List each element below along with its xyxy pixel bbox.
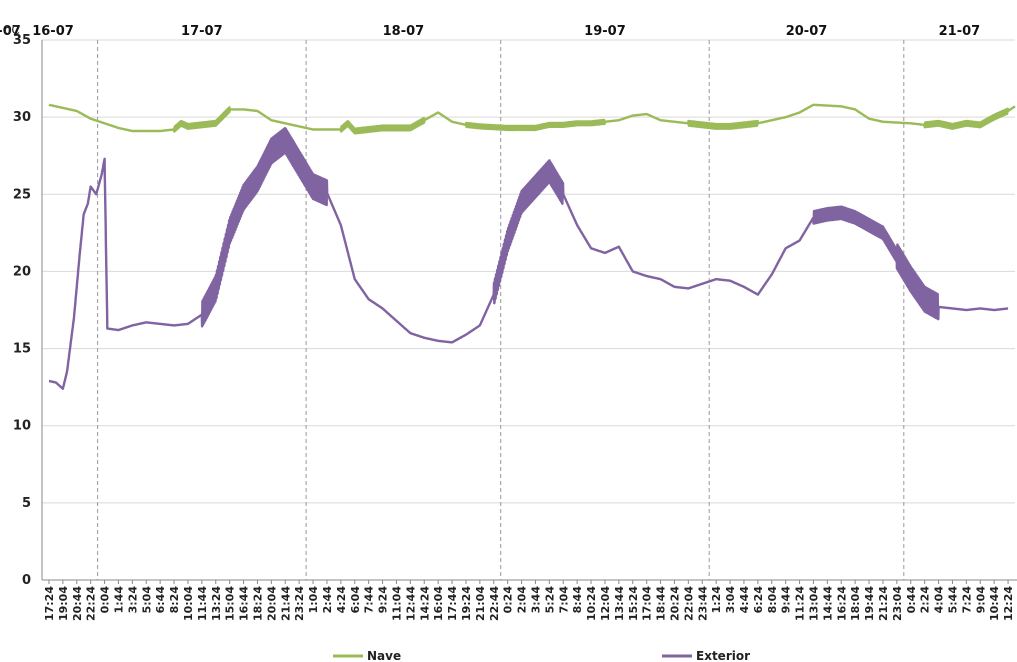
x-tick-label: 2:44 <box>321 586 334 614</box>
x-tick-label: 23:24 <box>293 586 306 621</box>
x-tick-label: 22:44 <box>488 586 501 621</box>
y-axis-unit: oC <box>4 23 20 37</box>
day-labels: 16-07 17-07 18-07 19-07 20-07 21-07 22-07 <box>0 24 980 39</box>
x-tick-label: 8:04 <box>766 586 779 614</box>
x-tick-label: 16:04 <box>432 586 445 621</box>
day-label: 18-07 <box>383 24 425 39</box>
x-tick-label: 8:24 <box>168 586 181 614</box>
x-tick-label: 11:44 <box>196 586 209 621</box>
y-tick-label: 30 <box>13 110 31 125</box>
y-tick-label: 35 <box>13 33 31 48</box>
x-tick-label: 6:44 <box>154 586 167 614</box>
x-tick-label: 20:44 <box>71 586 84 621</box>
x-tick-label: 16:24 <box>835 586 848 621</box>
x-tick-label: 8:44 <box>571 586 584 614</box>
x-tick-label: 3:44 <box>529 586 542 614</box>
x-tick-label: 20:24 <box>668 586 681 621</box>
x-tick-label: 5:24 <box>543 586 556 614</box>
x-tick-label: 11:04 <box>390 586 403 621</box>
x-tick-label: 17:44 <box>446 586 459 621</box>
x-tick-label: 22:04 <box>682 586 695 621</box>
day-label: 21-07 <box>939 24 981 39</box>
x-tick-label: 5:44 <box>946 586 959 614</box>
x-tick-label: 6:24 <box>752 586 765 614</box>
x-tick-label: 15:04 <box>224 586 237 621</box>
legend-label: Exterior <box>696 649 750 662</box>
x-tick-label: 12:04 <box>599 586 612 621</box>
grid <box>42 39 1015 504</box>
day-label: 22-07 <box>0 24 21 39</box>
x-tick-label: 17:24 <box>43 586 56 621</box>
day-label: 19-07 <box>584 24 626 39</box>
x-tick-label: 23:44 <box>696 586 709 621</box>
x-tick-label: 18:44 <box>655 586 668 621</box>
x-tick-label: 14:24 <box>418 586 431 621</box>
x-tick-label: 7:24 <box>960 586 973 614</box>
x-tick-label: 4:04 <box>933 586 946 614</box>
x-tick-label: 2:04 <box>516 586 529 614</box>
x-tick-label: 15:24 <box>627 586 640 621</box>
x-tick-label: 10:24 <box>585 586 598 621</box>
x-tick-label: 1:44 <box>112 586 125 614</box>
x-tick-label: 7:44 <box>363 586 376 614</box>
day-label: 17-07 <box>181 24 223 39</box>
legend: Nave Exterior <box>333 649 750 662</box>
x-tick-label: 3:04 <box>724 586 737 614</box>
x-tick-label: 1:24 <box>710 586 723 614</box>
y-axis-ticks: 0 5 10 15 20 25 30 35 <box>13 33 31 588</box>
x-tick-label: 6:04 <box>349 586 362 614</box>
x-tick-label: 18:24 <box>251 586 264 621</box>
x-tick-label: 9:44 <box>780 586 793 614</box>
x-tick-label: 13:44 <box>613 586 626 621</box>
x-tick-label: 11:24 <box>794 586 807 621</box>
x-tick-label: 19:04 <box>57 586 70 621</box>
x-tick-label: 1:04 <box>307 586 320 614</box>
day-label: 20-07 <box>786 24 828 39</box>
x-tick-label: 7:04 <box>557 586 570 614</box>
x-tick-label: 18:04 <box>849 586 862 621</box>
y-tick-label: 10 <box>13 419 31 434</box>
x-tick-label: 3:24 <box>126 586 139 614</box>
x-tick-label: 4:44 <box>738 586 751 614</box>
y-tick-label: 15 <box>13 342 31 357</box>
y-tick-label: 5 <box>22 496 31 511</box>
series-line-nave <box>48 103 1016 135</box>
x-tick-label: 16:44 <box>238 586 251 621</box>
x-tick-label: 13:04 <box>807 586 820 621</box>
x-tick-label: 2:24 <box>919 586 932 614</box>
y-tick-label: 0 <box>22 573 31 588</box>
x-tick-label: 21:44 <box>279 586 292 621</box>
x-tick-label: 14:44 <box>821 586 834 621</box>
x-axis-ticks: 17:24 19:04 20:44 22:24 0:04 1:44 3:24 5:04 6:44… <box>43 580 1015 621</box>
series-lines <box>48 103 1016 390</box>
legend-label: Nave <box>367 649 401 662</box>
x-tick-label: 4:24 <box>335 586 348 614</box>
x-tick-label: 17:04 <box>641 586 654 621</box>
series-line-exterior <box>48 126 1009 390</box>
y-tick-label: 20 <box>13 264 31 279</box>
x-tick-label: 0:44 <box>905 586 918 614</box>
x-tick-label: 0:24 <box>502 586 515 614</box>
day-dividers <box>97 40 905 580</box>
x-tick-label: 10:04 <box>182 586 195 621</box>
x-tick-label: 23:04 <box>891 586 904 621</box>
x-tick-label: 19:44 <box>863 586 876 621</box>
x-tick-label: 20:04 <box>265 586 278 621</box>
x-tick-label: 19:24 <box>460 586 473 621</box>
day-label: 16-07 <box>32 24 74 39</box>
x-tick-label: 0:04 <box>99 586 112 614</box>
x-tick-label: 9:04 <box>974 586 987 614</box>
x-tick-label: 21:24 <box>877 586 890 621</box>
x-tick-label: 22:24 <box>85 586 98 621</box>
x-tick-label: 5:04 <box>140 586 153 614</box>
x-tick-label: 9:24 <box>377 586 390 614</box>
x-tick-label: 12:44 <box>404 586 417 621</box>
x-tick-label: 10:44 <box>988 586 1001 621</box>
y-tick-label: 25 <box>13 187 31 202</box>
x-tick-label: 12:24 <box>1002 586 1015 621</box>
x-tick-label: 13:24 <box>210 586 223 621</box>
x-tick-label: 21:04 <box>474 586 487 621</box>
